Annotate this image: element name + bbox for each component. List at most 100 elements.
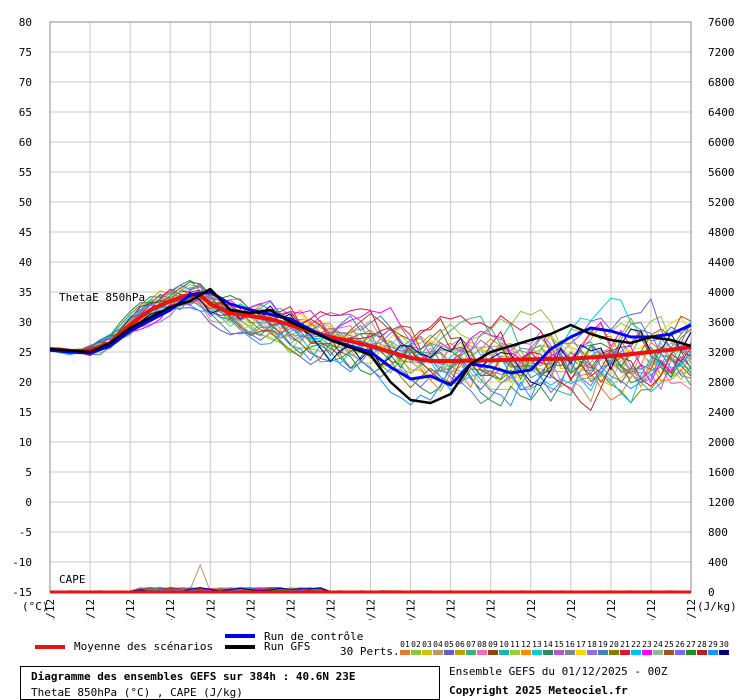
pert-color-swatch [510, 650, 520, 655]
y-left-tick-label: 60 [19, 136, 32, 149]
y-right-tick-label: 2800 [708, 376, 735, 389]
y-left-tick-label: 10 [19, 436, 32, 449]
y-right-tick-label: 800 [708, 526, 728, 539]
pert-number: 01 [400, 640, 410, 649]
x-tick-label: 02/12 [84, 599, 97, 620]
pert-color-swatch [708, 650, 718, 655]
diagram-title: Diagramme des ensembles GEFS sur 384h : … [31, 670, 356, 683]
y-right-tick-label: 4000 [708, 286, 735, 299]
pert-color-swatch [554, 650, 564, 655]
info-box: Diagramme des ensembles GEFS sur 384h : … [20, 666, 440, 700]
pert-number: 18 [587, 640, 597, 649]
pert-color-swatch [543, 650, 553, 655]
pert-line [49, 287, 692, 377]
pert-number: 24 [653, 640, 663, 649]
pert-line [49, 291, 692, 387]
pert-color-swatch [631, 650, 641, 655]
y-left-tick-label: 55 [19, 166, 32, 179]
pert-color-swatch [532, 650, 542, 655]
pert-number: 29 [708, 640, 718, 649]
y-left-tick-label: 5 [25, 466, 32, 479]
pert-color-swatch [642, 650, 652, 655]
pert-color-swatch [609, 650, 619, 655]
y-left-tick-label: 70 [19, 76, 32, 89]
pert-number: 26 [675, 640, 685, 649]
x-tick-label: 03/12 [124, 599, 137, 620]
pert-number: 13 [532, 640, 542, 649]
y-right-tick-label: 6000 [708, 136, 735, 149]
y-left-tick-label: 20 [19, 376, 32, 389]
y-right-tick-label: 6400 [708, 106, 735, 119]
pert-number: 08 [477, 640, 487, 649]
pert-number: 06 [455, 640, 465, 649]
y-left-tick-label: -5 [19, 526, 32, 539]
x-tick-label: 09/12 [365, 599, 378, 620]
y-right-tick-label: 5600 [708, 166, 735, 179]
pert-number: 20 [609, 640, 619, 649]
y-right-tick-label: 3600 [708, 316, 735, 329]
x-tick-label: 01/12 [44, 599, 57, 620]
pert-number: 05 [444, 640, 454, 649]
ensemble-run-label: Ensemble GEFS du 01/12/2025 - 00Z [449, 665, 668, 678]
pert-number: 22 [631, 640, 641, 649]
y-left-tick-label: 35 [19, 286, 32, 299]
y-left-tick-label: 50 [19, 196, 32, 209]
pert-number: 19 [598, 640, 608, 649]
control-line [49, 290, 692, 387]
gfs-legend-swatch [225, 645, 255, 649]
thetae-label: ThetaE 850hPa [59, 291, 145, 304]
y-right-tick-label: 2000 [708, 436, 735, 449]
y-left-tick-label: 30 [19, 316, 32, 329]
x-tick-label: 13/12 [525, 599, 538, 620]
pert-color-swatch [422, 650, 432, 655]
x-tick-label: 06/12 [244, 599, 257, 620]
pert-line [49, 290, 692, 384]
pert-color-swatch [598, 650, 608, 655]
y-right-tick-label: 1600 [708, 466, 735, 479]
x-tick-label: 07/12 [284, 599, 297, 620]
gfs-line [49, 287, 692, 405]
y-right-tick-label: 3200 [708, 346, 735, 359]
pert-number: 07 [466, 640, 476, 649]
x-tick-label: 08/12 [324, 599, 337, 620]
y-left-unit: (°C) [22, 600, 49, 613]
pert-number: 04 [433, 640, 443, 649]
pert-color-swatch [488, 650, 498, 655]
pert-number: 14 [543, 640, 553, 649]
x-tick-label: 17/12 [685, 599, 698, 620]
cape-lines [49, 563, 692, 594]
pert-line [49, 296, 692, 384]
pert-number: 27 [686, 640, 696, 649]
ensemble-chart: 80757065605550454035302520151050-5-10-15… [12, 16, 737, 620]
copyright-label: Copyright 2025 Meteociel.fr [449, 684, 628, 697]
pert-line [49, 293, 692, 391]
pert-color-swatch [675, 650, 685, 655]
pert-number: 15 [554, 640, 564, 649]
pert-number: 03 [422, 640, 432, 649]
pert-color-swatch [477, 650, 487, 655]
y-left-tick-label: 75 [19, 46, 32, 59]
pert-line [49, 295, 692, 412]
pert-number: 17 [576, 640, 586, 649]
pert-color-swatch [686, 650, 696, 655]
y-left-tick-label: 0 [25, 496, 32, 509]
pert-color-swatch [400, 650, 410, 655]
pert-color-swatch [719, 650, 729, 655]
y-left-tick-label: 40 [19, 256, 32, 269]
y-right-tick-label: 7200 [708, 46, 735, 59]
pert-number: 02 [411, 640, 421, 649]
pert-number: 11 [510, 640, 520, 649]
pert-number: 10 [499, 640, 509, 649]
pert-number: 28 [697, 640, 707, 649]
gfs-legend-label: Run GFS [264, 640, 311, 653]
x-tick-label: 16/12 [645, 599, 658, 620]
mean-legend-swatch [35, 645, 65, 649]
y-left-tick-label: 25 [19, 346, 32, 359]
x-tick-label: 04/12 [164, 599, 177, 620]
x-tick-label: 14/12 [565, 599, 578, 620]
pert-color-swatch [521, 650, 531, 655]
pert-color-swatch [576, 650, 586, 655]
pert-color-swatch [587, 650, 597, 655]
y-right-unit: (J/kg) [697, 600, 737, 613]
pert-color-swatch [466, 650, 476, 655]
